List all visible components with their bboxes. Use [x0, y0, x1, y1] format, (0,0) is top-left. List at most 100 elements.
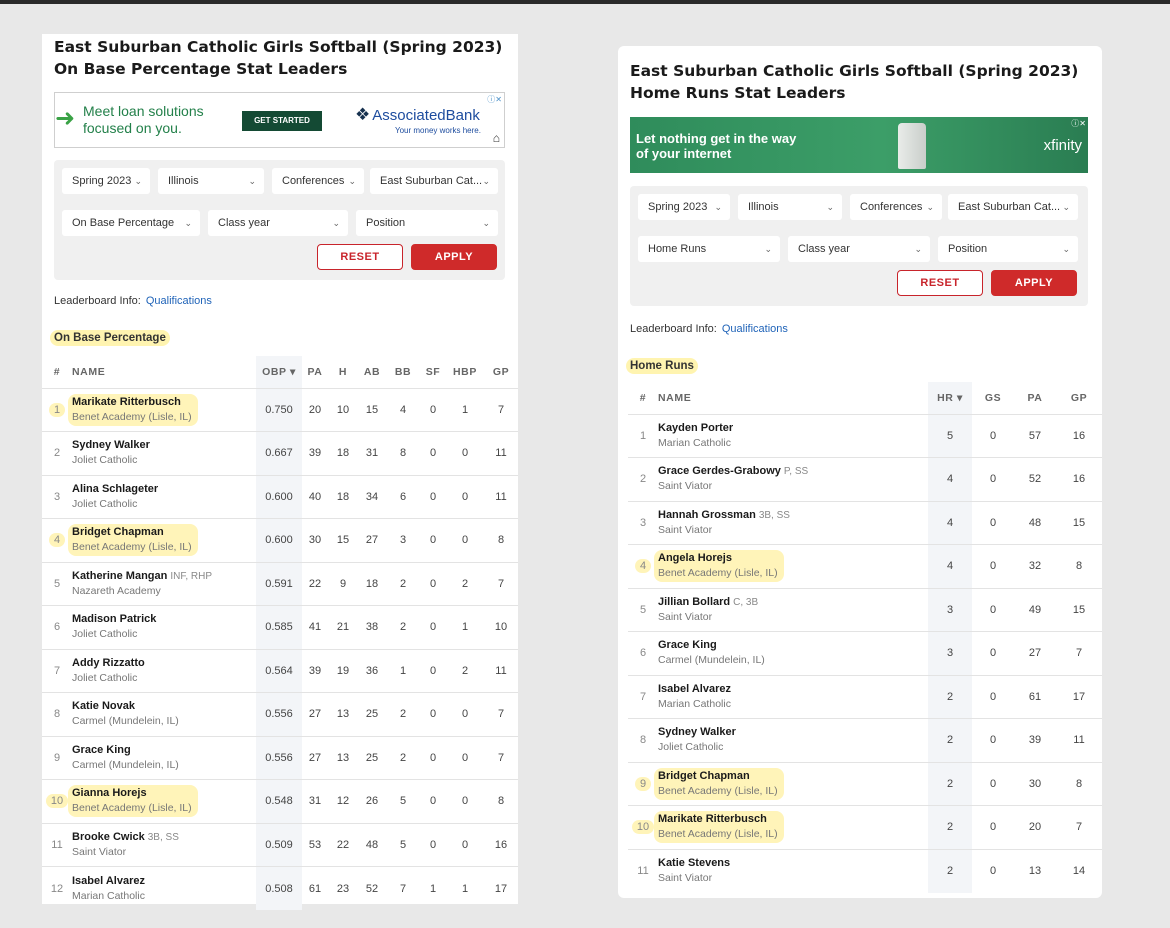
player-name[interactable]: Katherine Mangan INF, RHP: [72, 569, 212, 584]
player-name[interactable]: Madison Patrick: [72, 612, 156, 627]
player-name[interactable]: Gianna Horejs: [72, 786, 192, 801]
player-name[interactable]: Katie Stevens: [658, 856, 730, 871]
player-name[interactable]: Katie Novak: [72, 699, 179, 714]
state-select[interactable]: Illinois ⌄: [738, 194, 842, 220]
player-name[interactable]: Isabel Alvarez: [658, 682, 731, 697]
player-cell[interactable]: Angela Horejs Benet Academy (Lisle, IL): [654, 544, 928, 588]
table-row[interactable]: 7 Addy Rizzatto Joliet Catholic 0.564 39 19 36…: [42, 648, 518, 693]
apply-button[interactable]: APPLY: [991, 270, 1077, 296]
ad-get-started-button[interactable]: GET STARTED: [242, 111, 322, 131]
player-cell[interactable]: Grace Gerdes-Grabowy P, SS Saint Viator: [658, 457, 928, 501]
player-name[interactable]: Marikate Ritterbusch: [658, 812, 778, 827]
column-header[interactable]: PA: [1027, 391, 1043, 404]
player-cell[interactable]: Sydney Walker Joliet Catholic: [72, 431, 256, 475]
conferences-select[interactable]: Conferences ⌄: [272, 168, 364, 194]
player-name[interactable]: Bridget Chapman: [658, 769, 778, 784]
class-year-select[interactable]: Class year ⌄: [788, 236, 930, 262]
position-select[interactable]: Position ⌄: [356, 210, 498, 236]
player-name[interactable]: Kayden Porter: [658, 421, 733, 436]
ad-close-icon[interactable]: ⓘ✕: [487, 95, 502, 104]
player-cell[interactable]: Brooke Cwick 3B, SS Saint Viator: [72, 822, 256, 867]
class-year-select[interactable]: Class year ⌄: [208, 210, 348, 236]
player-cell[interactable]: Grace King Carmel (Mundelein, IL): [658, 631, 928, 675]
table-row[interactable]: 11 Brooke Cwick 3B, SS Saint Viator 0.509 53 2…: [42, 822, 518, 867]
column-header[interactable]: GS: [984, 391, 1002, 404]
table-row[interactable]: 11 Katie Stevens Saint Viator 2 0 13 14: [628, 848, 1102, 893]
table-row[interactable]: 3 Alina Schlageter Joliet Catholic 0.600 40 1…: [42, 474, 518, 519]
player-cell[interactable]: Katie Novak Carmel (Mundelein, IL): [72, 692, 256, 736]
column-header[interactable]: HR ▾: [928, 382, 972, 414]
table-row[interactable]: 2 Grace Gerdes-Grabowy P, SS Saint Viator 4 0…: [628, 457, 1102, 501]
ad-close-icon[interactable]: ⓘ✕: [1071, 119, 1086, 128]
season-select[interactable]: Spring 2023 ⌄: [638, 194, 730, 220]
player-name[interactable]: Isabel Alvarez: [72, 874, 145, 889]
table-row[interactable]: 12 Isabel Alvarez Marian Catholic 0.508 61 23…: [42, 866, 518, 910]
player-cell[interactable]: Gianna Horejs Benet Academy (Lisle, IL): [68, 779, 256, 823]
ad-banner-xfinity[interactable]: Let nothing get in the way of your inter…: [630, 117, 1088, 173]
player-cell[interactable]: Madison Patrick Joliet Catholic: [72, 605, 256, 649]
player-name[interactable]: Jillian Bollard C, 3B: [658, 595, 758, 610]
player-name[interactable]: Alina Schlageter: [72, 482, 158, 497]
season-select[interactable]: Spring 2023 ⌄: [62, 168, 150, 194]
player-cell[interactable]: Kayden Porter Marian Catholic: [658, 413, 928, 458]
table-row[interactable]: 4 Angela Horejs Benet Academy (Lisle, IL) 4…: [628, 544, 1102, 588]
column-header[interactable]: GP: [492, 365, 510, 378]
player-cell[interactable]: Katherine Mangan INF, RHP Nazareth Academy: [72, 561, 256, 606]
table-row[interactable]: 9 Grace King Carmel (Mundelein, IL) 0.556 27…: [42, 735, 518, 780]
table-row[interactable]: 9 Bridget Chapman Benet Academy (Lisle, IL…: [628, 761, 1102, 806]
player-name[interactable]: Bridget Chapman: [72, 525, 192, 540]
column-header[interactable]: H: [338, 365, 348, 378]
player-name[interactable]: Brooke Cwick 3B, SS: [72, 830, 179, 845]
column-header[interactable]: BB: [394, 365, 412, 378]
stat-select[interactable]: Home Runs ⌄: [638, 236, 780, 262]
player-name[interactable]: Hannah Grossman 3B, SS: [658, 508, 790, 523]
table-row[interactable]: 10 Marikate Ritterbusch Benet Academy (Lis…: [628, 805, 1102, 849]
table-row[interactable]: 2 Sydney Walker Joliet Catholic 0.667 39 18 31…: [42, 431, 518, 475]
conference-select[interactable]: East Suburban Cat... ⌄: [948, 194, 1078, 220]
player-cell[interactable]: Isabel Alvarez Marian Catholic: [658, 674, 928, 719]
qualifications-link[interactable]: Qualifications: [721, 323, 788, 335]
reset-button[interactable]: RESET: [317, 244, 403, 270]
column-header[interactable]: PA: [307, 365, 323, 378]
column-header[interactable]: AB: [363, 365, 381, 378]
reset-button[interactable]: RESET: [897, 270, 983, 296]
player-cell[interactable]: Alina Schlageter Joliet Catholic: [72, 474, 256, 519]
player-cell[interactable]: Bridget Chapman Benet Academy (Lisle, IL): [68, 518, 256, 562]
player-cell[interactable]: Sydney Walker Joliet Catholic: [658, 718, 928, 762]
column-header[interactable]: HBP: [453, 365, 477, 378]
player-name[interactable]: Addy Rizzatto: [72, 656, 145, 671]
table-row[interactable]: 4 Bridget Chapman Benet Academy (Lisle, IL…: [42, 518, 518, 562]
table-row[interactable]: 8 Sydney Walker Joliet Catholic 2 0 39 11: [628, 718, 1102, 762]
player-cell[interactable]: Jillian Bollard C, 3B Saint Viator: [658, 587, 928, 632]
player-cell[interactable]: Grace King Carmel (Mundelein, IL): [72, 735, 256, 780]
table-row[interactable]: 5 Katherine Mangan INF, RHP Nazareth Academ…: [42, 561, 518, 606]
player-cell[interactable]: Marikate Ritterbusch Benet Academy (Lisle…: [654, 805, 928, 849]
player-name[interactable]: Sydney Walker: [72, 438, 150, 453]
player-cell[interactable]: Marikate Ritterbusch Benet Academy (Lisle…: [68, 387, 256, 432]
table-row[interactable]: 5 Jillian Bollard C, 3B Saint Viator 3 0 49 15: [628, 587, 1102, 632]
state-select[interactable]: Illinois ⌄: [158, 168, 264, 194]
table-row[interactable]: 6 Grace King Carmel (Mundelein, IL) 3 0 27 7: [628, 631, 1102, 675]
player-name[interactable]: Grace King: [72, 743, 179, 758]
table-row[interactable]: 10 Gianna Horejs Benet Academy (Lisle, IL)…: [42, 779, 518, 823]
player-name[interactable]: Marikate Ritterbusch: [72, 395, 192, 410]
table-row[interactable]: 7 Isabel Alvarez Marian Catholic 2 0 61 17: [628, 674, 1102, 719]
conferences-select[interactable]: Conferences ⌄: [850, 194, 942, 220]
table-row[interactable]: 1 Marikate Ritterbusch Benet Academy (Lisl…: [42, 387, 518, 432]
qualifications-link[interactable]: Qualifications: [145, 295, 212, 307]
player-cell[interactable]: Hannah Grossman 3B, SS Saint Viator: [658, 500, 928, 545]
table-row[interactable]: 8 Katie Novak Carmel (Mundelein, IL) 0.556 2…: [42, 692, 518, 736]
player-cell[interactable]: Bridget Chapman Benet Academy (Lisle, IL): [654, 761, 928, 806]
player-cell[interactable]: Katie Stevens Saint Viator: [658, 848, 928, 893]
column-header[interactable]: SF: [425, 365, 441, 378]
conference-select[interactable]: East Suburban Cat... ⌄: [370, 168, 498, 194]
column-header[interactable]: GP: [1070, 391, 1088, 404]
player-cell[interactable]: Isabel Alvarez Marian Catholic: [72, 866, 256, 910]
player-name[interactable]: Grace Gerdes-Grabowy P, SS: [658, 464, 808, 479]
player-name[interactable]: Sydney Walker: [658, 725, 736, 740]
position-select[interactable]: Position ⌄: [938, 236, 1078, 262]
stat-select[interactable]: On Base Percentage ⌄: [62, 210, 200, 236]
ad-banner-associated-bank[interactable]: ➜ Meet loan solutions focused on you. GE…: [54, 92, 505, 148]
table-row[interactable]: 1 Kayden Porter Marian Catholic 5 0 57 16: [628, 413, 1102, 458]
player-name[interactable]: Angela Horejs: [658, 551, 778, 566]
